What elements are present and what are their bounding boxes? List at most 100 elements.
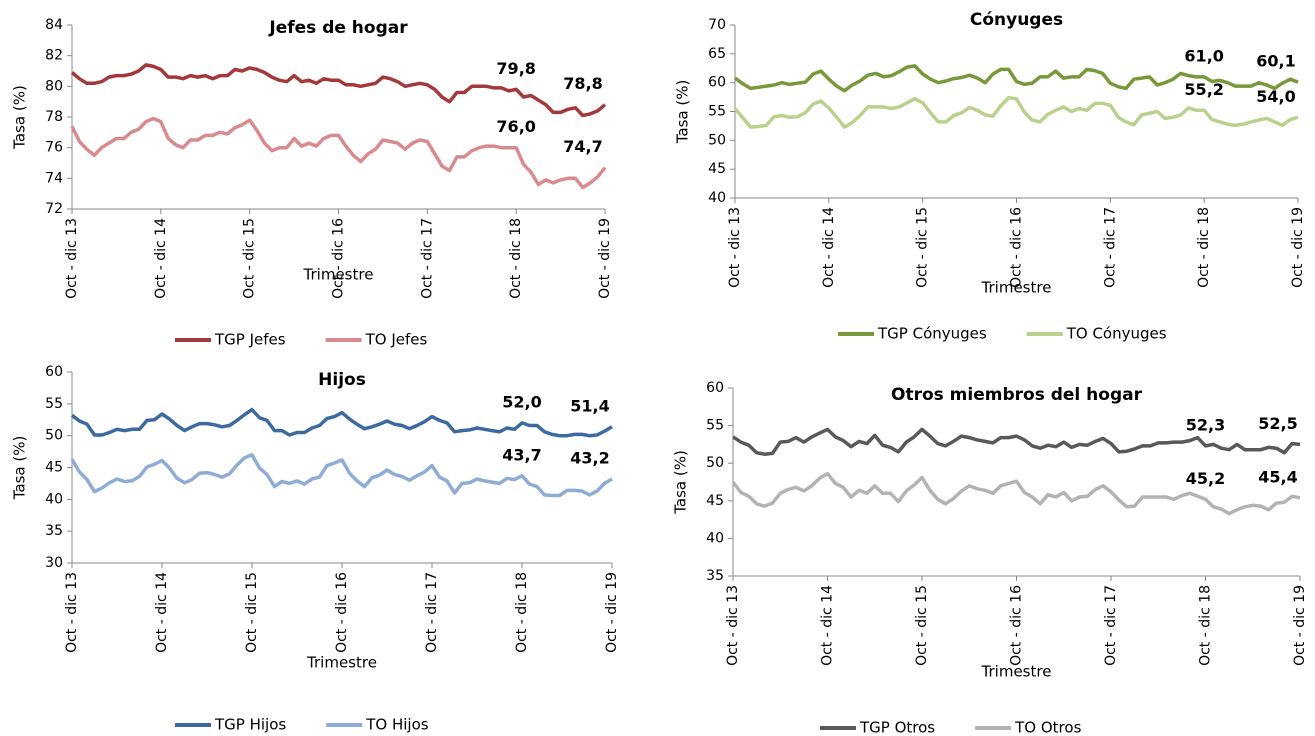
x-axis-title: Trimestre xyxy=(981,663,1052,681)
x-tick-label: Oct - dic 19 xyxy=(597,218,613,299)
legend-label: TGP Jefes xyxy=(214,331,286,349)
data-label: 61,0 xyxy=(1184,46,1223,65)
y-tick-label: 82 xyxy=(45,48,63,64)
y-tick-label: 40 xyxy=(706,530,724,546)
y-axis-title: Tasa (%) xyxy=(674,80,692,145)
x-tick-label: Oct - dic 17 xyxy=(419,218,435,299)
legend-label: TGP Cónyuges xyxy=(877,325,987,343)
y-tick-label: 60 xyxy=(706,380,724,396)
x-axis-title: Trimestre xyxy=(981,279,1052,297)
y-tick-label: 45 xyxy=(45,460,63,476)
x-axis-title: Trimestre xyxy=(306,654,377,672)
data-label: 76,0 xyxy=(496,117,535,136)
chart-title: Otros miembros del hogar xyxy=(891,385,1143,405)
data-label: 54,0 xyxy=(1256,87,1295,106)
data-label: 43,2 xyxy=(570,448,609,467)
y-tick-label: 72 xyxy=(45,201,63,217)
data-label: 45,4 xyxy=(1258,467,1297,486)
x-tick-label: Oct - dic 14 xyxy=(820,585,836,666)
chart-title: Cónyuges xyxy=(970,10,1063,30)
y-tick-label: 45 xyxy=(706,493,724,509)
y-tick-label: 60 xyxy=(45,364,63,380)
y-tick-label: 50 xyxy=(706,455,724,471)
legend-label: TO Otros xyxy=(1014,719,1081,736)
x-tick-label: Oct - dic 16 xyxy=(1009,585,1025,666)
y-tick-label: 70 xyxy=(708,17,726,33)
y-tick-label: 60 xyxy=(708,75,726,91)
x-tick-label: Oct - dic 13 xyxy=(725,585,741,666)
x-tick-label: Oct - dic 16 xyxy=(1009,207,1025,288)
y-tick-label: 65 xyxy=(708,46,726,62)
legend-label: TO Jefes xyxy=(365,331,428,349)
x-tick-label: Oct - dic 17 xyxy=(1102,207,1118,288)
x-tick-label: Oct - dic 19 xyxy=(1292,585,1308,666)
x-tick-label: Oct - dic 17 xyxy=(1103,585,1119,666)
y-axis-title: Tasa (%) xyxy=(11,85,29,150)
chart-title: Hijos xyxy=(318,370,366,390)
x-tick-label: Oct - dic 18 xyxy=(1198,585,1214,666)
series-line xyxy=(733,95,1299,129)
y-tick-label: 40 xyxy=(708,190,726,206)
x-tick-label: Oct - dic 18 xyxy=(508,218,524,299)
data-label: 52,5 xyxy=(1258,414,1297,433)
y-tick-label: 35 xyxy=(706,568,724,584)
x-tick-label: Oct - dic 18 xyxy=(1196,207,1212,288)
legend-label: TGP Hijos xyxy=(214,716,286,734)
x-tick-label: Oct - dic 14 xyxy=(153,218,169,299)
x-tick-label: Oct - dic 16 xyxy=(334,572,350,653)
y-tick-label: 30 xyxy=(45,555,63,571)
x-tick-label: Oct - dic 13 xyxy=(64,218,80,299)
y-tick-label: 55 xyxy=(708,104,726,120)
series-line xyxy=(733,64,1299,93)
y-axis-title: Tasa (%) xyxy=(11,436,29,501)
y-tick-label: 76 xyxy=(45,140,63,156)
series-line xyxy=(70,453,613,498)
data-label: 51,4 xyxy=(570,396,609,415)
y-tick-label: 55 xyxy=(706,418,724,434)
x-tick-label: Oct - dic 14 xyxy=(154,572,170,653)
x-tick-label: Oct - dic 18 xyxy=(514,572,530,653)
data-label: 43,7 xyxy=(502,445,541,464)
series-line xyxy=(70,407,613,438)
x-tick-label: Oct - dic 15 xyxy=(914,585,930,666)
data-label: 45,2 xyxy=(1186,469,1225,488)
x-tick-label: Oct - dic 16 xyxy=(331,218,347,299)
legend-label: TO Cónyuges xyxy=(1066,325,1167,343)
x-tick-label: Oct - dic 17 xyxy=(424,572,440,653)
y-tick-label: 84 xyxy=(45,17,63,33)
series-line xyxy=(70,63,607,118)
y-tick-label: 78 xyxy=(45,109,63,125)
y-tick-label: 45 xyxy=(708,161,726,177)
data-label: 78,8 xyxy=(563,74,602,93)
legend-label: TGP Otros xyxy=(859,719,935,736)
x-tick-label: Oct - dic 13 xyxy=(64,572,80,653)
x-tick-label: Oct - dic 15 xyxy=(244,572,260,653)
legend-label: TO Hijos xyxy=(365,716,429,734)
x-tick-label: Oct - dic 15 xyxy=(242,218,258,299)
y-tick-label: 50 xyxy=(708,132,726,148)
y-axis-title: Tasa (%) xyxy=(672,450,690,515)
data-label: 74,7 xyxy=(563,137,602,156)
data-label: 60,1 xyxy=(1256,52,1295,71)
series-line xyxy=(70,116,607,190)
data-label: 55,2 xyxy=(1184,80,1223,99)
chart-title: Jefes de hogar xyxy=(268,18,408,38)
series-line xyxy=(732,427,1301,456)
y-tick-label: 35 xyxy=(45,523,63,539)
x-tick-label: Oct - dic 14 xyxy=(821,207,837,288)
y-tick-label: 74 xyxy=(45,170,63,186)
series-line xyxy=(731,471,1301,516)
y-tick-label: 55 xyxy=(45,396,63,412)
y-tick-label: 80 xyxy=(45,78,63,94)
data-label: 52,0 xyxy=(502,392,541,411)
x-tick-label: Oct - dic 15 xyxy=(915,207,931,288)
x-tick-label: Oct - dic 19 xyxy=(604,572,620,653)
y-tick-label: 50 xyxy=(45,428,63,444)
x-tick-label: Oct - dic 19 xyxy=(1290,207,1306,288)
data-label: 52,3 xyxy=(1186,415,1225,434)
data-label: 79,8 xyxy=(496,59,535,78)
x-axis-title: Trimestre xyxy=(303,266,374,284)
y-tick-label: 40 xyxy=(45,491,63,507)
x-tick-label: Oct - dic 13 xyxy=(727,207,743,288)
